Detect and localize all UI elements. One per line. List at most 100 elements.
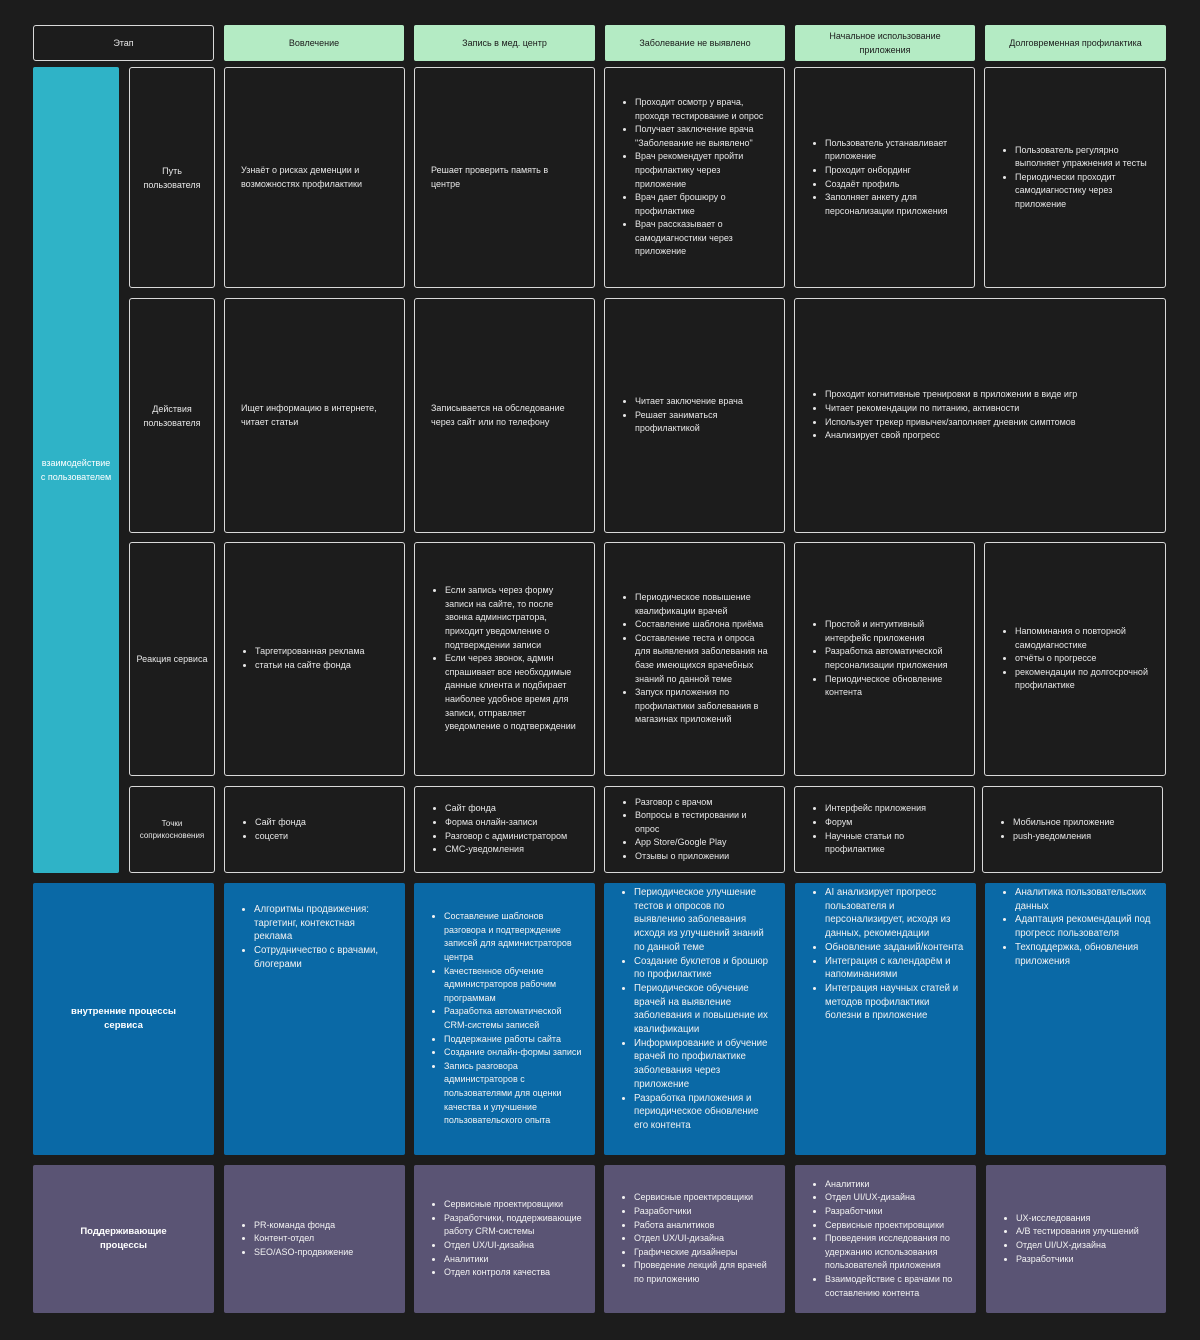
actions-registration-text: Записывается на обследование через сайт … bbox=[431, 402, 565, 427]
list-item: Читает заключение врача bbox=[635, 395, 772, 409]
list-item: Создание буклетов и брошюр по профилакти… bbox=[634, 955, 773, 982]
path-initial-use-list: Пользователь устанавливает приложениеПро… bbox=[795, 137, 974, 219]
list-item: Получает заключение врача "Заболевание н… bbox=[635, 123, 772, 150]
path-no-disease: Проходит осмотр у врача, проходя тестиро… bbox=[604, 67, 785, 288]
row-service-reaction: Реакция сервиса bbox=[129, 542, 215, 776]
support-initial-use: АналитикиОтдел UI/UX-дизайнаРазработчики… bbox=[795, 1165, 976, 1313]
header-long-term: Долговременная профилактика bbox=[985, 25, 1166, 61]
list-item: Периодическое обновление контента bbox=[825, 673, 962, 700]
reaction-no-disease: Периодическое повышение квалификации вра… bbox=[604, 542, 785, 776]
list-item: СМС-уведомления bbox=[445, 843, 582, 857]
list-item: Врач рассказывает о самодиагностики чере… bbox=[635, 218, 772, 259]
actions-app: Проходит когнитивные тренировки в прилож… bbox=[794, 298, 1166, 533]
list-item: Контент-отдел bbox=[254, 1232, 393, 1246]
list-item: Сервисные проектировщики bbox=[444, 1198, 583, 1212]
path-registration-text: Решает проверить память в центре bbox=[431, 164, 549, 189]
list-item: A/B тестирования улучшений bbox=[1016, 1225, 1154, 1239]
list-item: статьи на сайте фонда bbox=[255, 659, 392, 673]
list-item: Отдел UX/UI-дизайна bbox=[444, 1239, 583, 1253]
list-item: Пользователь устанавливает приложение bbox=[825, 137, 962, 164]
list-item: Разработчики, поддерживающие работу CRM-… bbox=[444, 1212, 583, 1239]
header-registration: Запись в мед. центр bbox=[414, 25, 595, 61]
internal-engagement: Алгоритмы продвижения: таргетинг, контек… bbox=[224, 883, 405, 1155]
support-registration: Сервисные проектировщикиРазработчики, по… bbox=[414, 1165, 595, 1313]
list-item: Интерфейс приложения bbox=[825, 802, 962, 816]
list-item: Мобильное приложение bbox=[1013, 816, 1150, 830]
list-item: Сервисные проектировщики bbox=[825, 1219, 964, 1233]
touch-long-term-list: Мобильное приложениеpush-уведомления bbox=[983, 816, 1162, 843]
touch-engagement: Сайт фондасоцсети bbox=[224, 786, 405, 873]
list-item: Отдел UI/UX-дизайна bbox=[1016, 1239, 1154, 1253]
reaction-engagement: Таргетированная рекламастатьи на сайте ф… bbox=[224, 542, 405, 776]
internal-no-disease-list: Периодическое улучшение тестов и опросов… bbox=[604, 886, 785, 1133]
support-engagement: PR-команда фондаКонтент-отделSEO/ASO-про… bbox=[224, 1165, 405, 1313]
list-item: соцсети bbox=[255, 830, 392, 844]
list-item: Таргетированная реклама bbox=[255, 645, 392, 659]
list-item: Интеграция с календарём и напоминаниями bbox=[825, 955, 964, 982]
list-item: Разработчики bbox=[634, 1205, 773, 1219]
touch-no-disease-list: Разговор с врачомВопросы в тестировании … bbox=[605, 796, 784, 864]
reaction-registration: Если запись через форму записи на сайте,… bbox=[414, 542, 595, 776]
list-item: Врач рекомендует пройти профилактику чер… bbox=[635, 150, 772, 191]
list-item: Заполняет анкету для персонализации прил… bbox=[825, 191, 962, 218]
list-item: Проходит осмотр у врача, проходя тестиро… bbox=[635, 96, 772, 123]
path-engagement: Узнаёт о рисках деменции и возможностях … bbox=[224, 67, 405, 288]
list-item: Разработчики bbox=[825, 1205, 964, 1219]
reaction-long-term-list: Напоминания о повторной самодиагностикео… bbox=[985, 625, 1165, 693]
list-item: Анализирует свой прогресс bbox=[825, 429, 1153, 443]
list-item: Отдел UI/UX-дизайна bbox=[825, 1191, 964, 1205]
side-support-processes: Поддерживающие процессы bbox=[33, 1165, 214, 1313]
list-item: Врач дает брошюру о профилактике bbox=[635, 191, 772, 218]
list-item: Если через звонок, админ спрашивает все … bbox=[445, 652, 582, 734]
list-item: Составление шаблонов разговора и подтвер… bbox=[444, 910, 583, 964]
list-item: Обновление заданий/контента bbox=[825, 941, 964, 955]
internal-initial-use: AI анализирует прогресс пользователя и п… bbox=[795, 883, 976, 1155]
internal-registration: Составление шаблонов разговора и подтвер… bbox=[414, 883, 595, 1155]
list-item: Проведение лекций для врачей по приложен… bbox=[634, 1259, 773, 1286]
internal-long-term: Аналитика пользовательских данныхАдаптац… bbox=[985, 883, 1166, 1155]
touch-registration-list: Сайт фондаФорма онлайн-записиРазговор с … bbox=[415, 802, 594, 856]
internal-initial-use-list: AI анализирует прогресс пользователя и п… bbox=[795, 886, 976, 1023]
list-item: Напоминания о повторной самодиагностике bbox=[1015, 625, 1153, 652]
touch-engagement-list: Сайт фондасоцсети bbox=[225, 816, 404, 843]
list-item: App Store/Google Play bbox=[635, 836, 772, 850]
list-item: Пользователь регулярно выполняет упражне… bbox=[1015, 144, 1153, 171]
list-item: Запуск приложения по профилактики заболе… bbox=[635, 686, 772, 727]
actions-engagement: Ищет информацию в интернете, читает стат… bbox=[224, 298, 405, 533]
touch-long-term: Мобильное приложениеpush-уведомления bbox=[982, 786, 1163, 873]
list-item: Поддержание работы сайта bbox=[444, 1033, 583, 1047]
list-item: Техподдержка, обновления приложения bbox=[1015, 941, 1154, 968]
list-item: Читает рекомендации по питанию, активнос… bbox=[825, 402, 1153, 416]
path-initial-use: Пользователь устанавливает приложениеПро… bbox=[794, 67, 975, 288]
list-item: Аналитики bbox=[825, 1178, 964, 1192]
path-long-term: Пользователь регулярно выполняет упражне… bbox=[984, 67, 1166, 288]
list-item: SEO/ASO-продвижение bbox=[254, 1246, 393, 1260]
actions-app-list: Проходит когнитивные тренировки в прилож… bbox=[795, 388, 1165, 442]
support-initial-use-list: АналитикиОтдел UI/UX-дизайнаРазработчики… bbox=[795, 1178, 976, 1300]
list-item: Разработка приложения и периодическое об… bbox=[634, 1092, 773, 1133]
support-long-term: UX-исследованияA/B тестирования улучшени… bbox=[986, 1165, 1166, 1313]
row-user-actions: Действия пользователя bbox=[129, 298, 215, 533]
internal-no-disease: Периодическое улучшение тестов и опросов… bbox=[604, 883, 785, 1155]
list-item: Проходит когнитивные тренировки в прилож… bbox=[825, 388, 1153, 402]
list-item: Сервисные проектировщики bbox=[634, 1191, 773, 1205]
list-item: Сайт фонда bbox=[255, 816, 392, 830]
touch-initial-use: Интерфейс приложенияФорумНаучные статьи … bbox=[794, 786, 975, 873]
header-initial-use: Начальное использование приложения bbox=[795, 25, 975, 61]
list-item: Использует трекер привычек/заполняет дне… bbox=[825, 416, 1153, 430]
list-item: Взаимодействие с врачами по составлению … bbox=[825, 1273, 964, 1300]
list-item: Адаптация рекомендаций под прогресс поль… bbox=[1015, 913, 1154, 940]
list-item: Разработка автоматической персонализации… bbox=[825, 645, 962, 672]
list-item: push-уведомления bbox=[1013, 830, 1150, 844]
reaction-engagement-list: Таргетированная рекламастатьи на сайте ф… bbox=[225, 645, 404, 672]
row-touchpoints: Точки соприкосновения bbox=[129, 786, 215, 873]
reaction-no-disease-list: Периодическое повышение квалификации вра… bbox=[605, 591, 784, 727]
touch-registration: Сайт фондаФорма онлайн-записиРазговор с … bbox=[414, 786, 595, 873]
list-item: UX-исследования bbox=[1016, 1212, 1154, 1226]
list-item: Решает заниматься профилактикой bbox=[635, 409, 772, 436]
list-item: Периодическое обучение врачей на выявлен… bbox=[634, 982, 773, 1037]
list-item: Отдел UX/UI-дизайна bbox=[634, 1232, 773, 1246]
list-item: Периодическое повышение квалификации вра… bbox=[635, 591, 772, 618]
support-no-disease-list: Сервисные проектировщикиРазработчикиРабо… bbox=[604, 1191, 785, 1286]
list-item: Разработчики bbox=[1016, 1253, 1154, 1267]
